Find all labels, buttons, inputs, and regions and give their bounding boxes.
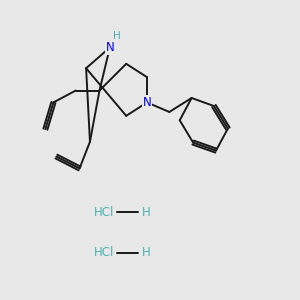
Text: HCl: HCl bbox=[94, 206, 114, 219]
Text: N: N bbox=[143, 96, 152, 109]
Text: H: H bbox=[142, 206, 150, 219]
Text: H: H bbox=[142, 246, 150, 259]
Text: H: H bbox=[113, 31, 121, 41]
Text: HCl: HCl bbox=[94, 246, 114, 259]
Text: N: N bbox=[106, 41, 114, 54]
